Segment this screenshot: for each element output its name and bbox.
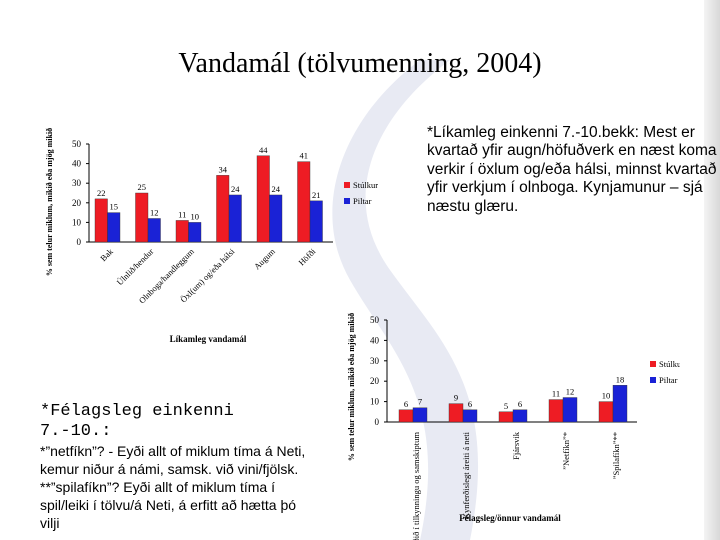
c2-bar-boys — [412, 407, 428, 423]
c2-legend-label: Stúlkur — [659, 359, 680, 369]
c1-bar-boys — [188, 222, 202, 243]
c2-data-label: 6 — [468, 399, 472, 409]
c2-y-tick-label: 50 — [370, 315, 380, 325]
chart1-x-axis-label: Líkamleg vandamál — [170, 334, 247, 344]
c1-y-tick-label: 30 — [72, 178, 82, 188]
c2-bar-boys — [462, 409, 478, 423]
c2-data-label: 7 — [418, 397, 422, 407]
c2-bar-boys — [512, 409, 528, 423]
c2-data-label: 6 — [404, 399, 408, 409]
c1-data-label: 44 — [259, 145, 268, 155]
c1-data-label: 41 — [300, 151, 309, 161]
c1-data-label: 25 — [138, 182, 147, 192]
c1-data-label: 21 — [312, 190, 321, 200]
c2-bar-girls — [598, 401, 614, 423]
chart-physical: % sem telur miklum, mikið eða mjög mikið… — [45, 128, 378, 344]
c1-bar-boys — [269, 194, 283, 243]
c2-legend-label: Piltar — [659, 375, 678, 385]
c1-y-tick-label: 0 — [77, 237, 82, 247]
c2-legend-swatch — [650, 361, 656, 367]
decorative-edge-strip — [704, 0, 720, 540]
c1-y-tick-label: 20 — [72, 198, 82, 208]
c2-bar-girls — [448, 403, 464, 423]
c2-y-tick-label: 10 — [370, 397, 380, 407]
c1-data-label: 15 — [110, 202, 119, 212]
c1-bar-girls — [297, 161, 311, 243]
c1-y-tick-label: 40 — [72, 159, 82, 169]
c1-bar-boys — [309, 200, 323, 243]
c2-data-label: 9 — [454, 393, 458, 403]
c2-category-label: Fjársvik — [511, 431, 521, 460]
c1-y-tick-label: 50 — [72, 139, 82, 149]
c2-data-label: 5 — [504, 401, 508, 411]
c2-y-tick-label: 0 — [375, 417, 380, 427]
c2-bar-girls — [548, 399, 564, 423]
c1-bar-girls — [94, 198, 108, 243]
c1-bar-girls — [135, 192, 149, 243]
c1-y-tick-label: 10 — [72, 217, 82, 227]
note-physical-symptoms: *Líkamleg einkenni 7.-10.bekk: Mest er k… — [427, 124, 717, 215]
c2-data-label: 10 — [602, 391, 611, 401]
c1-bar-boys — [228, 194, 242, 243]
c1-legend-swatch — [344, 198, 350, 204]
c1-data-label: 24 — [272, 184, 281, 194]
c1-bar-girls — [256, 155, 270, 243]
c1-category-label: Bak — [98, 246, 115, 263]
c2-category-label: ”Netfíkn”* — [561, 432, 571, 470]
c2-y-tick-label: 20 — [370, 376, 380, 386]
c1-data-label: 10 — [191, 211, 200, 221]
slide-title: Vandamál (tölvumenning, 2004) — [178, 48, 542, 79]
note-social-heading: *Félagsleg einkenni 7.-10.: — [40, 402, 234, 441]
c1-data-label: 11 — [178, 209, 186, 219]
chart1-y-axis-label: % sem telur miklum, mikið eða mjög mikið — [45, 128, 54, 276]
c1-data-label: 12 — [150, 207, 159, 217]
c1-category-label: Úlnlið/hendur — [115, 246, 156, 287]
c1-bar-girls — [175, 220, 189, 243]
c2-data-label: 18 — [616, 374, 625, 384]
c1-data-label: 22 — [97, 188, 106, 198]
c1-category-label: Augum — [252, 246, 277, 271]
c2-bar-girls — [398, 409, 414, 423]
c2-category-label: ”Spilafíkn”** — [611, 432, 621, 479]
c1-legend-label: Stúlkur — [353, 180, 378, 190]
c1-bar-girls — [216, 175, 230, 243]
decorative-swoosh — [332, 60, 479, 540]
c2-bar-girls — [498, 411, 514, 423]
note-social-item-netfikn: *”netfíkn”? - Eyði allt of miklum tíma á… — [40, 443, 306, 477]
chart2-y-axis-label: % sem telur miklum, mikið eða mjög mikið — [347, 313, 356, 461]
c2-bar-boys — [562, 397, 578, 423]
note-social-symptoms: *Félagsleg einkenni 7.-10.: *”netfíkn”? … — [40, 402, 310, 532]
c1-bar-boys — [107, 212, 121, 243]
c2-y-tick-label: 30 — [370, 356, 380, 366]
c2-category-label: Kynferðislegt áreiti á neti — [461, 431, 471, 519]
c2-bar-boys — [612, 385, 628, 423]
c2-category-label: Stuðið í tilkynningu og samskiptum — [411, 432, 421, 540]
chart-social: % sem telur miklum, mikið eða mjög mikið… — [347, 313, 680, 540]
c1-bar-boys — [147, 218, 161, 243]
c1-legend-label: Piltar — [353, 196, 372, 206]
c1-data-label: 24 — [231, 184, 240, 194]
c2-data-label: 11 — [552, 389, 560, 399]
c2-y-tick-label: 40 — [370, 335, 380, 345]
chart2-x-axis-label: Félagsleg/önnur vandamál — [459, 513, 561, 523]
c1-legend-swatch — [344, 182, 350, 188]
c2-legend-swatch — [650, 377, 656, 383]
c1-category-label: Höfði — [296, 246, 318, 268]
c2-data-label: 6 — [518, 399, 522, 409]
c2-data-label: 12 — [566, 387, 575, 397]
c1-data-label: 34 — [219, 164, 228, 174]
note-social-item-spilafikn: **”spilafíkn”? Eyði allt of miklum tíma … — [40, 479, 297, 531]
